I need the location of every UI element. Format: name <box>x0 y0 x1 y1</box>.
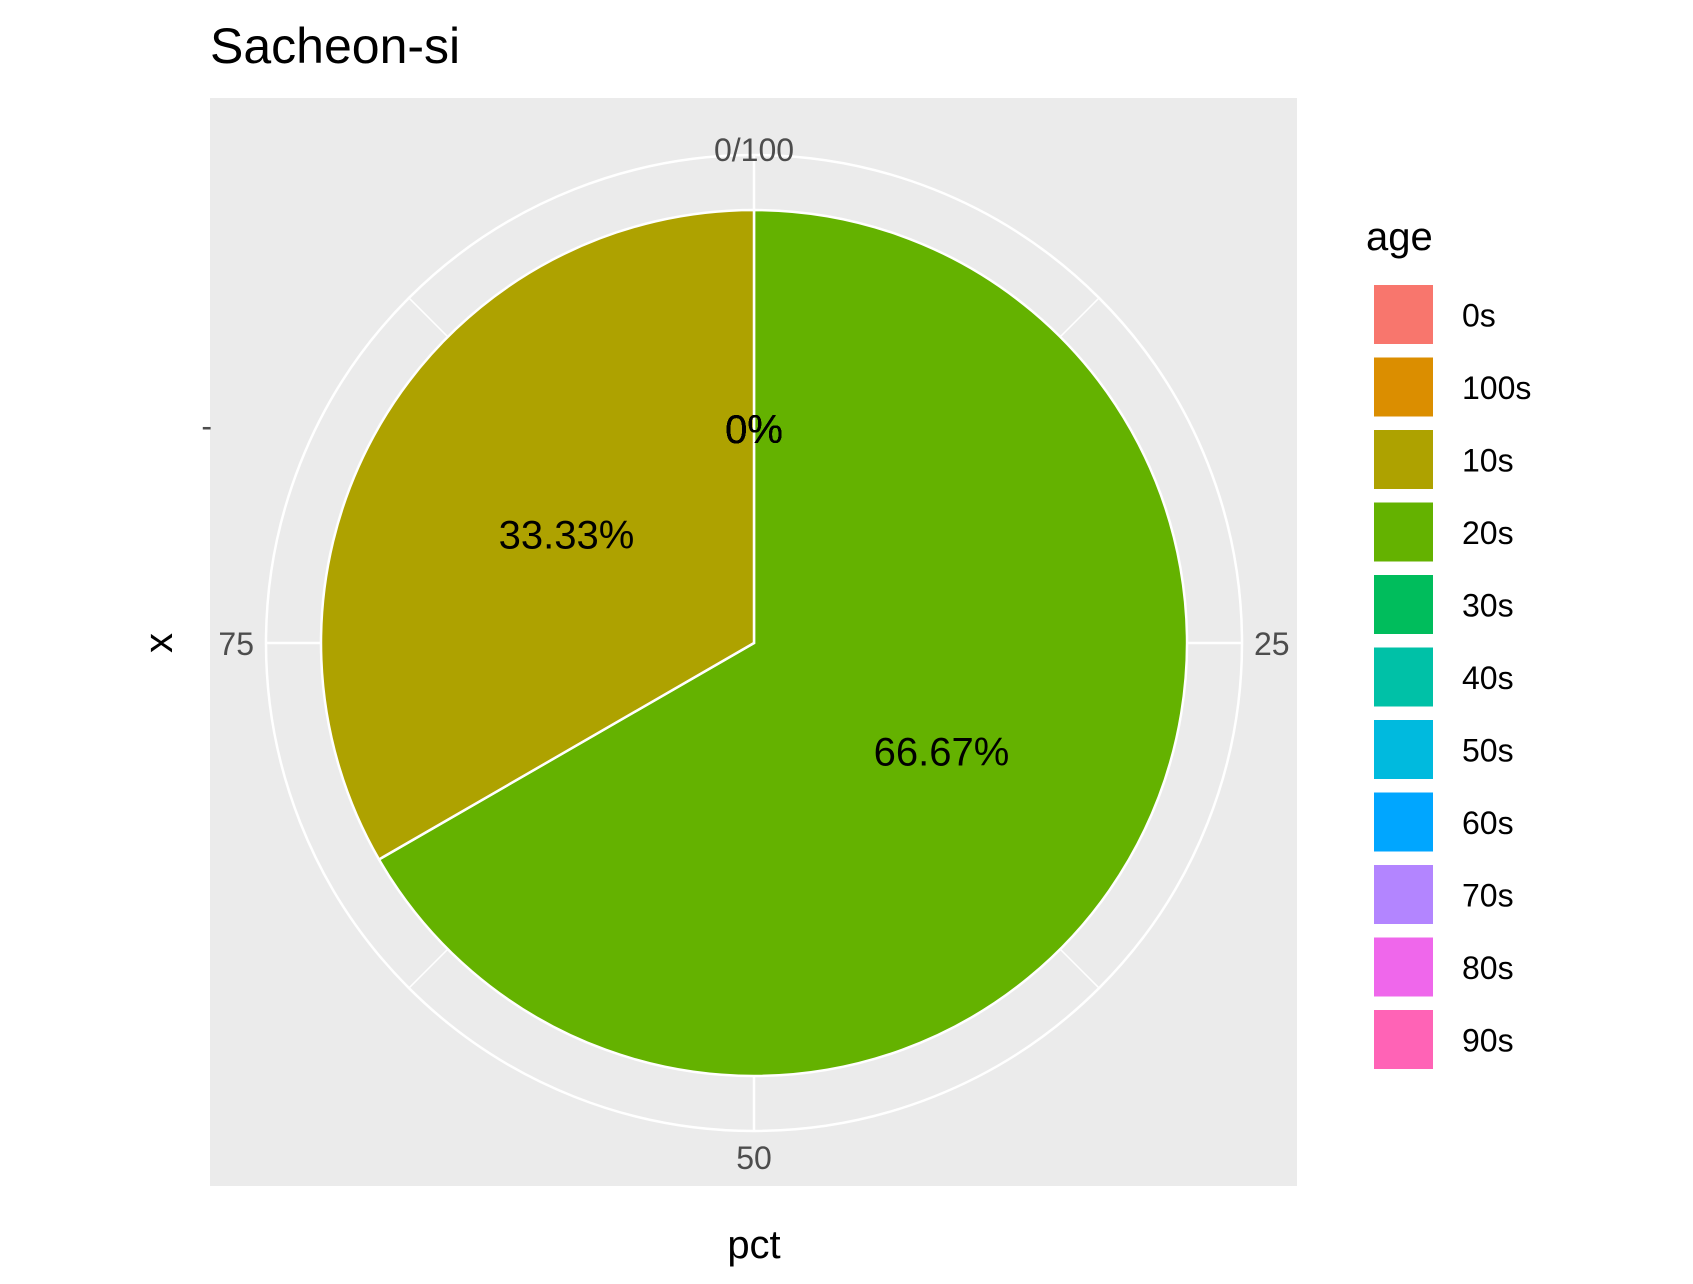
legend-key-10s <box>1372 428 1435 491</box>
legend-label: 80s <box>1462 950 1514 986</box>
theta-tick-label: 25 <box>1254 626 1290 662</box>
zero-slice-label: 0% <box>725 408 783 452</box>
legend-key-100s <box>1372 355 1435 419</box>
theta-tick-label: 75 <box>218 626 254 662</box>
legend: 0s 100s 10s 20s 30s 40s 50s 60s 70s 80s 90s <box>1372 283 1531 1071</box>
theta-tick-label: 50 <box>736 1140 772 1176</box>
pie-slice-10s <box>319 208 756 862</box>
theta-tick-labels: 0/100 25 50 75 <box>218 132 1289 1176</box>
legend-label: 90s <box>1462 1023 1514 1059</box>
legend-key-80s <box>1372 935 1435 999</box>
legend-key-60s <box>1372 790 1435 854</box>
slice-data-labels: 66.67%33.33%0%0%0%0%0%0%0%0%0% <box>499 408 1010 774</box>
legend-key-70s <box>1372 863 1435 926</box>
theta-tick-label: 0/100 <box>714 132 794 168</box>
pie-slice-20s <box>377 208 1189 1078</box>
zero-slice-label: 0% <box>725 408 783 452</box>
legend-key-20s <box>1372 500 1435 564</box>
zero-slice-label: 0% <box>725 408 783 452</box>
legend-label: 60s <box>1462 805 1514 841</box>
slice-label-10s: 33.33% <box>499 514 635 558</box>
zero-slice-label: 0% <box>725 408 783 452</box>
zero-slice-label: 0% <box>725 408 783 452</box>
legend-label: 30s <box>1462 588 1514 624</box>
legend-label: 0s <box>1462 298 1496 334</box>
legend-label: 40s <box>1462 660 1514 696</box>
x-axis-title: pct <box>727 1223 780 1267</box>
legend-label: 10s <box>1462 443 1514 479</box>
zero-slice-label: 0% <box>725 408 783 452</box>
legend-key-30s <box>1372 573 1435 636</box>
legend-title: age <box>1366 215 1433 259</box>
legend-key-40s <box>1372 645 1435 709</box>
zero-slice-label: 0% <box>725 408 783 452</box>
slice-label-20s: 66.67% <box>874 730 1010 774</box>
legend-label: 100s <box>1462 370 1531 406</box>
legend-key-0s <box>1372 283 1435 346</box>
legend-key-90s <box>1372 1008 1435 1071</box>
legend-label: 70s <box>1462 878 1514 914</box>
legend-label: 50s <box>1462 733 1514 769</box>
zero-slice-label: 0% <box>725 408 783 452</box>
y-tick-label: - <box>201 408 212 444</box>
legend-label: 20s <box>1462 515 1514 551</box>
pie-slices <box>319 208 1189 1078</box>
legend-key-50s <box>1372 718 1435 781</box>
y-axis-title: x <box>137 633 181 653</box>
chart-title: Sacheon-si <box>210 18 460 74</box>
zero-slice-label: 0% <box>725 408 783 452</box>
